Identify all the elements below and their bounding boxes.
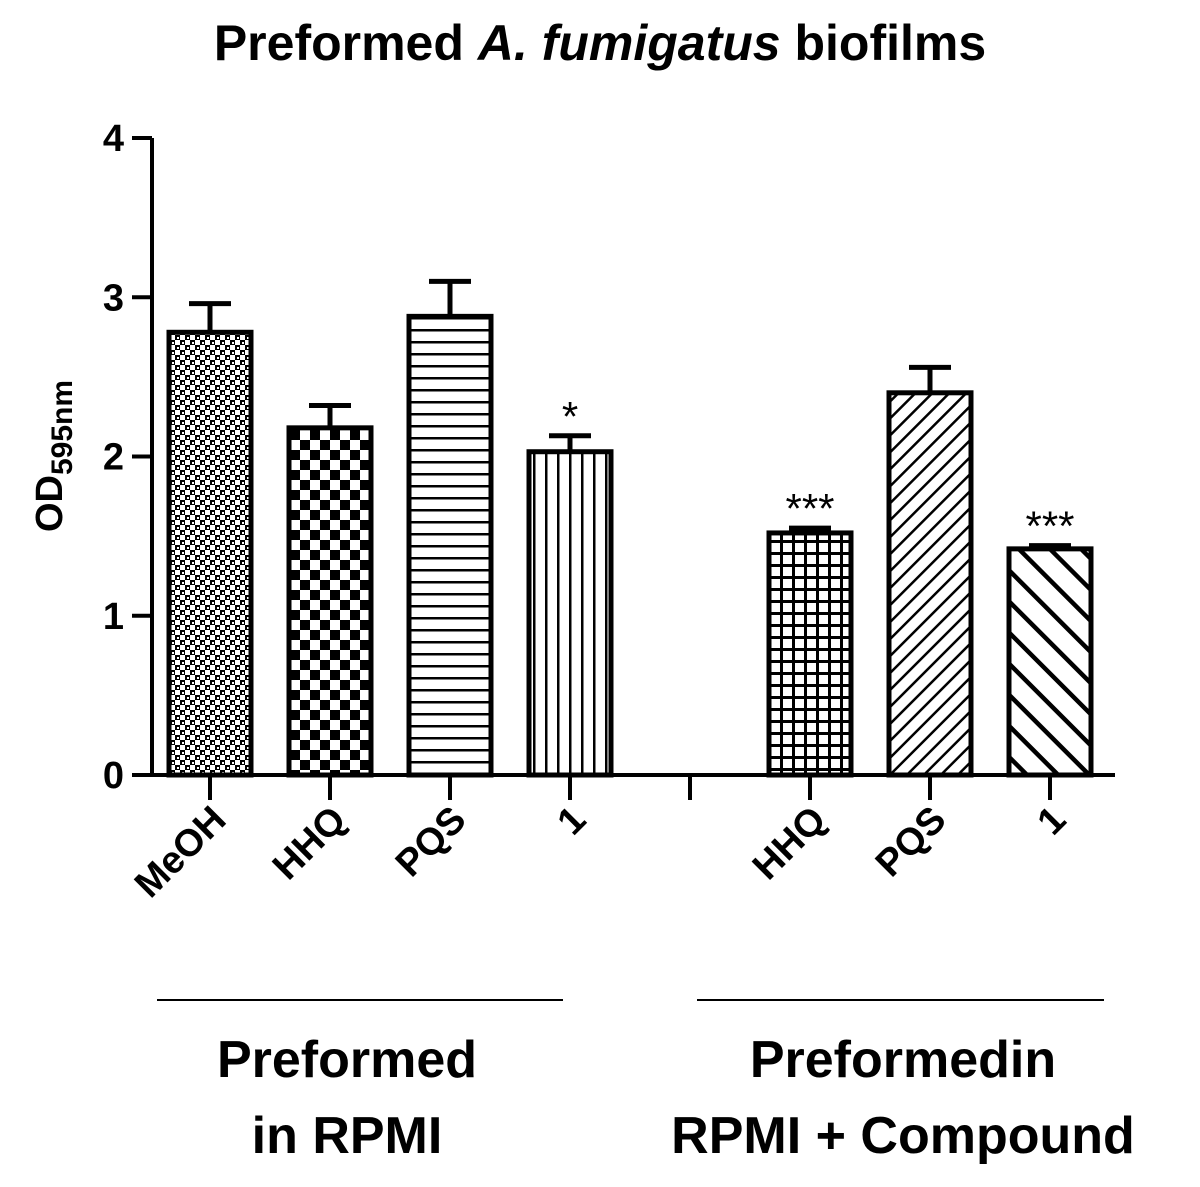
y-tick-label: 4 xyxy=(103,118,124,160)
x-category-label: MeOH xyxy=(127,799,234,906)
y-tick-label: 2 xyxy=(103,437,124,479)
x-category-label: 1 xyxy=(1030,799,1075,844)
y-axis-label: OD595nm xyxy=(29,380,79,532)
x-category-label: 1 xyxy=(550,799,595,844)
category-labels: MeOH HHQ PQS 1 HHQ PQS 1 xyxy=(127,799,1074,906)
significance-label: *** xyxy=(1025,503,1074,550)
y-tick-label: 3 xyxy=(103,277,124,319)
group-label-rpmi-line1: Preformed xyxy=(217,1031,477,1089)
bar xyxy=(766,530,854,778)
y-axis-ticks: 0 1 2 3 4 xyxy=(103,118,152,797)
x-category-label: HHQ xyxy=(745,799,834,888)
significance-label: * xyxy=(562,393,578,440)
x-axis-ticks xyxy=(208,775,1052,800)
x-category-label: HHQ xyxy=(265,799,354,888)
bar xyxy=(406,313,494,778)
bars-layer: **** *** xyxy=(166,278,1094,778)
bar xyxy=(526,449,614,778)
significance-label: *** xyxy=(785,485,834,532)
bar xyxy=(1006,546,1094,778)
bar xyxy=(166,329,254,778)
bar xyxy=(886,390,974,778)
group-label-rpmi-line2: in RPMI xyxy=(252,1107,443,1165)
group-label-compound-line1: Preformedin xyxy=(750,1031,1056,1089)
y-tick-label: 1 xyxy=(103,596,124,638)
y-tick-label: 0 xyxy=(103,755,124,797)
group-label-compound-line2: RPMI + Compound xyxy=(671,1107,1135,1165)
bar xyxy=(286,425,374,778)
x-category-label: PQS xyxy=(388,799,474,885)
chart-title: Preformed A. fumigatus biofilms xyxy=(214,15,986,71)
x-category-label: PQS xyxy=(868,799,954,885)
